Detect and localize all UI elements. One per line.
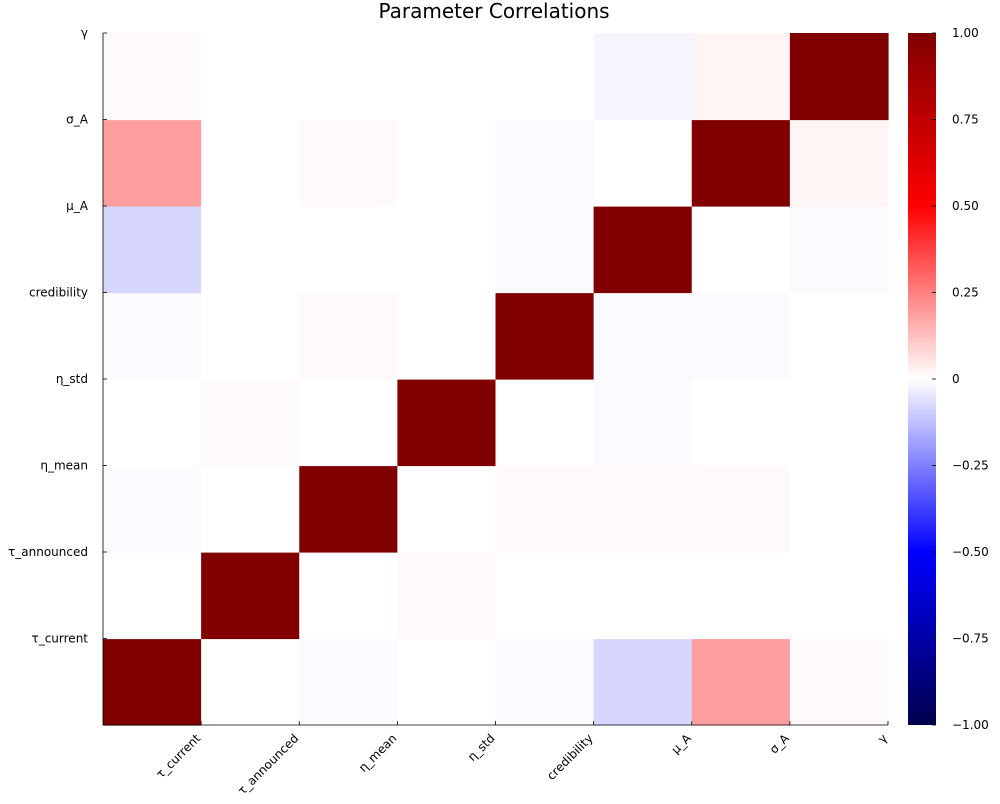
colorbar-tick-label: 0.25 bbox=[952, 286, 979, 300]
heatmap-cell-4-6 bbox=[691, 292, 791, 380]
x-tick-label: credibility bbox=[544, 731, 596, 783]
heatmap-cell-2-0 bbox=[103, 465, 202, 553]
heatmap-cell-1-0 bbox=[103, 552, 202, 640]
heatmap-cell-5-5 bbox=[593, 206, 693, 294]
heatmap-cell-3-2 bbox=[299, 379, 398, 467]
colorbar-tick-label: 0.75 bbox=[952, 113, 979, 127]
colorbar-tick-label: 1.00 bbox=[952, 26, 979, 40]
heatmap-cell-5-0 bbox=[103, 206, 202, 294]
x-tick-label: μ_A bbox=[669, 731, 695, 757]
heatmap-cell-2-5 bbox=[593, 465, 693, 553]
heatmap-cell-1-4 bbox=[495, 552, 595, 640]
heatmap-cell-6-1 bbox=[201, 119, 300, 207]
heatmap-cell-2-4 bbox=[495, 465, 595, 553]
y-tick-label: μ_A bbox=[66, 199, 89, 213]
heatmap-cell-0-7 bbox=[789, 638, 889, 726]
heatmap-axes bbox=[102, 32, 889, 726]
heatmap-cell-4-4 bbox=[495, 292, 595, 380]
y-tick-label: τ_current bbox=[31, 632, 88, 646]
heatmap-cell-7-7 bbox=[789, 33, 889, 121]
heatmap-cell-5-4 bbox=[495, 206, 595, 294]
heatmap-cell-5-7 bbox=[789, 206, 889, 294]
heatmap-cell-1-2 bbox=[299, 552, 398, 640]
heatmap-cell-0-5 bbox=[593, 638, 693, 726]
heatmap-cell-7-5 bbox=[593, 33, 693, 121]
y-tick-labels: τ_current τ_announced η_mean η_std credibili… bbox=[8, 26, 89, 646]
x-tick-label: τ_announced bbox=[235, 731, 301, 797]
colorbar-gradient bbox=[908, 33, 936, 725]
heatmap-cell-0-1 bbox=[201, 638, 300, 726]
x-tick-label: τ_current bbox=[153, 731, 203, 781]
colorbar-tick-label: −0.50 bbox=[952, 545, 989, 559]
heatmap-cell-1-5 bbox=[593, 552, 693, 640]
heatmap-cell-4-2 bbox=[299, 292, 398, 380]
heatmap-cell-3-0 bbox=[103, 379, 202, 467]
heatmap-cell-7-4 bbox=[495, 33, 595, 121]
heatmap-cell-1-1 bbox=[201, 552, 300, 640]
heatmap-cell-6-5 bbox=[593, 119, 693, 207]
x-tick-label: η_mean bbox=[356, 731, 400, 775]
colorbar-tick-label: 0.50 bbox=[952, 199, 979, 213]
heatmap-cell-7-0 bbox=[103, 33, 202, 121]
x-tick-label: σ_A bbox=[767, 731, 793, 757]
heatmap-cell-0-4 bbox=[495, 638, 595, 726]
colorbar-tick-label: −0.25 bbox=[952, 459, 989, 473]
heatmap-cell-3-1 bbox=[201, 379, 300, 467]
heatmap-cell-5-1 bbox=[201, 206, 300, 294]
y-tick-label: γ bbox=[81, 26, 88, 40]
heatmap-cell-6-6 bbox=[691, 119, 791, 207]
heatmap-cell-3-6 bbox=[691, 379, 791, 467]
heatmap-cell-6-2 bbox=[299, 119, 398, 207]
heatmap-cell-7-3 bbox=[397, 33, 497, 121]
heatmap-cell-7-1 bbox=[201, 33, 300, 121]
heatmap-cell-6-0 bbox=[103, 119, 202, 207]
heatmap-cell-2-6 bbox=[691, 465, 791, 553]
colorbar-tick-label: −0.75 bbox=[952, 632, 989, 646]
y-tick-label: σ_A bbox=[66, 113, 89, 127]
heatmap-cell-7-2 bbox=[299, 33, 398, 121]
heatmap-cell-0-6 bbox=[691, 638, 791, 726]
heatmap-cell-6-4 bbox=[495, 119, 595, 207]
heatmap-cell-3-7 bbox=[789, 379, 889, 467]
x-tick-label: η_std bbox=[465, 731, 498, 764]
heatmap-cell-0-3 bbox=[397, 638, 497, 726]
heatmap-cell-2-3 bbox=[397, 465, 497, 553]
heatmap-cell-4-3 bbox=[397, 292, 497, 380]
heatmap-cell-4-5 bbox=[593, 292, 693, 380]
colorbar: 1.00 0.75 0.50 0.25 0 −0.25 −0.50 −0.75 −1.00 bbox=[908, 26, 989, 732]
heatmap-cell-1-6 bbox=[691, 552, 791, 640]
heatmap-cell-2-1 bbox=[201, 465, 300, 553]
heatmap-cell-3-5 bbox=[593, 379, 693, 467]
x-tick-label: γ bbox=[875, 731, 890, 746]
heatmap-cell-4-0 bbox=[103, 292, 202, 380]
heatmap-cell-3-3 bbox=[397, 379, 497, 467]
heatmap-cell-1-3 bbox=[397, 552, 497, 640]
heatmap-cell-6-3 bbox=[397, 119, 497, 207]
heatmap-cell-0-2 bbox=[299, 638, 398, 726]
heatmap-cells bbox=[103, 33, 889, 726]
heatmap-cell-6-7 bbox=[789, 119, 889, 207]
heatmap-cell-4-7 bbox=[789, 292, 889, 380]
heatmap-cell-7-6 bbox=[691, 33, 791, 121]
heatmap-cell-5-6 bbox=[691, 206, 791, 294]
x-tick-labels: τ_current τ_announced η_mean η_std credibili… bbox=[153, 731, 890, 798]
heatmap-cell-2-2 bbox=[299, 465, 398, 553]
colorbar-tick-label: 0 bbox=[952, 372, 960, 386]
heatmap-cell-1-7 bbox=[789, 552, 889, 640]
heatmap-cell-5-2 bbox=[299, 206, 398, 294]
heatmap-cell-0-0 bbox=[103, 638, 202, 726]
heatmap-cell-4-1 bbox=[201, 292, 300, 380]
heatmap-cell-2-7 bbox=[789, 465, 889, 553]
heatmap-cell-3-4 bbox=[495, 379, 595, 467]
chart-title: Parameter Correlations bbox=[378, 0, 609, 23]
colorbar-tick-label: −1.00 bbox=[952, 718, 989, 732]
y-tick-label: η_std bbox=[56, 372, 88, 386]
heatmap-cell-5-3 bbox=[397, 206, 497, 294]
y-tick-label: τ_announced bbox=[8, 545, 88, 559]
y-tick-label: η_mean bbox=[40, 459, 88, 473]
y-tick-label: credibility bbox=[29, 286, 88, 300]
